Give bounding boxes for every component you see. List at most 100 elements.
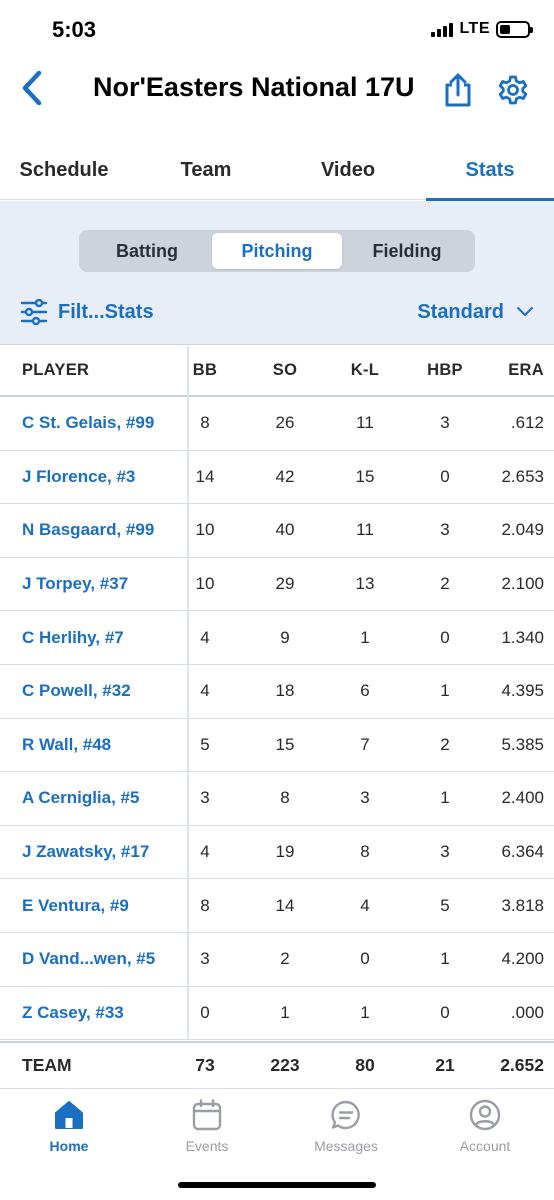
column-header-kl[interactable]: K-L: [350, 361, 380, 379]
stat-hbp: 3: [440, 413, 450, 433]
player-name[interactable]: D Vand...wen, #5: [22, 949, 156, 969]
nav-account-label: Account: [459, 1138, 511, 1154]
stat-era: 5.385: [501, 734, 544, 754]
nav-messages[interactable]: Messages: [291, 1098, 401, 1158]
stat-so: 2: [280, 949, 290, 969]
player-name[interactable]: N Basgaard, #99: [22, 520, 155, 540]
share-icon: [445, 73, 471, 107]
filter-stats-button[interactable]: Filt...Stats: [20, 297, 154, 327]
player-name[interactable]: C Herlihy, #7: [22, 627, 124, 647]
battery-icon: [496, 20, 533, 38]
column-header-bb[interactable]: BB: [192, 361, 218, 379]
cellular-signal-icon: [431, 21, 454, 37]
stat-so: 42: [275, 466, 295, 486]
stat-hbp: 0: [440, 466, 450, 486]
player-name[interactable]: E Ventura, #9: [22, 895, 129, 915]
page-title: Nor'Easters National 17U: [93, 72, 415, 102]
stat-kl: 11: [356, 520, 374, 540]
segment-pitching[interactable]: Pitching: [212, 233, 342, 269]
share-button[interactable]: [438, 68, 478, 112]
table-header-row: PLAYER BB SO K-L HBP ERA: [0, 346, 554, 397]
column-header-so[interactable]: SO: [272, 361, 298, 379]
tab-team[interactable]: Team: [180, 159, 232, 181]
stat-so: 26: [275, 413, 295, 433]
stat-so: 1: [280, 1002, 290, 1022]
stat-kl: 1: [360, 1002, 370, 1022]
settings-button[interactable]: [493, 68, 533, 112]
back-button[interactable]: [14, 66, 50, 110]
player-name[interactable]: C Powell, #32: [22, 681, 131, 701]
player-name[interactable]: A Cerniglia, #5: [22, 788, 140, 808]
stat-hbp: 0: [440, 627, 450, 647]
stat-kl: 1: [360, 627, 370, 647]
stat-so: 19: [275, 842, 295, 862]
column-header-player[interactable]: PLAYER: [22, 361, 90, 379]
column-header-era[interactable]: ERA: [508, 361, 544, 379]
stat-so: 40: [275, 520, 295, 540]
stat-kl: 0: [360, 949, 370, 969]
stat-kl: 7: [360, 734, 370, 754]
stat-bb: 3: [200, 788, 210, 808]
team-totals-label: TEAM: [22, 1055, 72, 1075]
player-name[interactable]: J Zawatsky, #17: [22, 842, 150, 862]
stat-kl: 3: [360, 788, 370, 808]
tab-video[interactable]: Video: [320, 159, 376, 181]
tab-stats[interactable]: Stats: [426, 145, 554, 201]
table-row: A Cerniglia, #5 3 8 3 1 2.400: [0, 772, 554, 826]
stat-bb: 8: [200, 895, 210, 915]
stat-hbp: 1: [440, 949, 450, 969]
team-kl: 80: [355, 1055, 375, 1075]
filter-stats-label: Filt...Stats: [58, 300, 154, 323]
stat-hbp: 3: [440, 520, 450, 540]
stat-bb: 14: [195, 466, 215, 486]
pitching-stats-table: PLAYER BB SO K-L HBP ERA C St. Gelais, #…: [0, 346, 554, 1041]
chevron-left-icon: [22, 70, 42, 106]
status-indicators: LTE: [431, 20, 533, 38]
status-time: 5:03: [52, 17, 97, 42]
table-row: J Torpey, #37 10 29 13 2 2.100: [0, 558, 554, 612]
column-header-hbp[interactable]: HBP: [427, 361, 463, 379]
stat-hbp: 5: [440, 895, 450, 915]
nav-events[interactable]: Events: [152, 1098, 262, 1158]
stat-kl: 6: [360, 681, 370, 701]
player-name[interactable]: J Florence, #3: [22, 466, 136, 486]
player-name[interactable]: C St. Gelais, #99: [22, 413, 155, 433]
stats-type-segmented-control: Batting Pitching Fielding: [79, 230, 475, 272]
table-row: D Vand...wen, #5 3 2 0 1 4.200: [0, 933, 554, 987]
nav-home-label: Home: [49, 1138, 89, 1154]
stat-bb: 3: [200, 949, 210, 969]
stat-so: 15: [275, 734, 295, 754]
stats-view-dropdown[interactable]: Standard: [417, 297, 534, 327]
table-row: J Zawatsky, #17 4 19 8 3 6.364: [0, 826, 554, 880]
stat-era: 4.200: [501, 949, 544, 969]
stat-era: 6.364: [501, 842, 544, 862]
stat-era: 4.395: [501, 681, 544, 701]
stat-bb: 4: [200, 842, 210, 862]
stats-controls-panel: Batting Pitching Fielding Filt...Stats S…: [0, 201, 554, 345]
bottom-tab-bar: Home Events Messages: [0, 1090, 554, 1200]
table-row: Z Casey, #33 0 1 1 0 .000: [0, 987, 554, 1041]
nav-messages-label: Messages: [314, 1138, 378, 1154]
home-icon: [53, 1098, 85, 1132]
stat-kl: 11: [356, 413, 374, 433]
nav-home[interactable]: Home: [14, 1098, 124, 1158]
nav-header: Nor'Easters National 17U: [0, 60, 554, 120]
player-name[interactable]: R Wall, #48: [22, 734, 112, 754]
stat-era: 2.400: [501, 788, 544, 808]
player-name[interactable]: J Torpey, #37: [22, 574, 129, 594]
stat-kl: 8: [360, 842, 370, 862]
segment-fielding[interactable]: Fielding: [372, 240, 442, 261]
player-name[interactable]: Z Casey, #33: [22, 1002, 124, 1022]
gear-icon: [498, 75, 528, 105]
stat-kl: 4: [360, 895, 370, 915]
stat-so: 9: [280, 627, 290, 647]
stat-bb: 10: [195, 574, 215, 594]
home-indicator: [178, 1182, 376, 1188]
segment-batting[interactable]: Batting: [116, 240, 178, 261]
stat-hbp: 0: [440, 1002, 450, 1022]
tab-schedule[interactable]: Schedule: [19, 159, 109, 181]
table-row: C Herlihy, #7 4 9 1 0 1.340: [0, 611, 554, 665]
nav-account[interactable]: Account: [430, 1098, 540, 1158]
stat-bb: 4: [200, 627, 210, 647]
stat-hbp: 1: [440, 681, 450, 701]
